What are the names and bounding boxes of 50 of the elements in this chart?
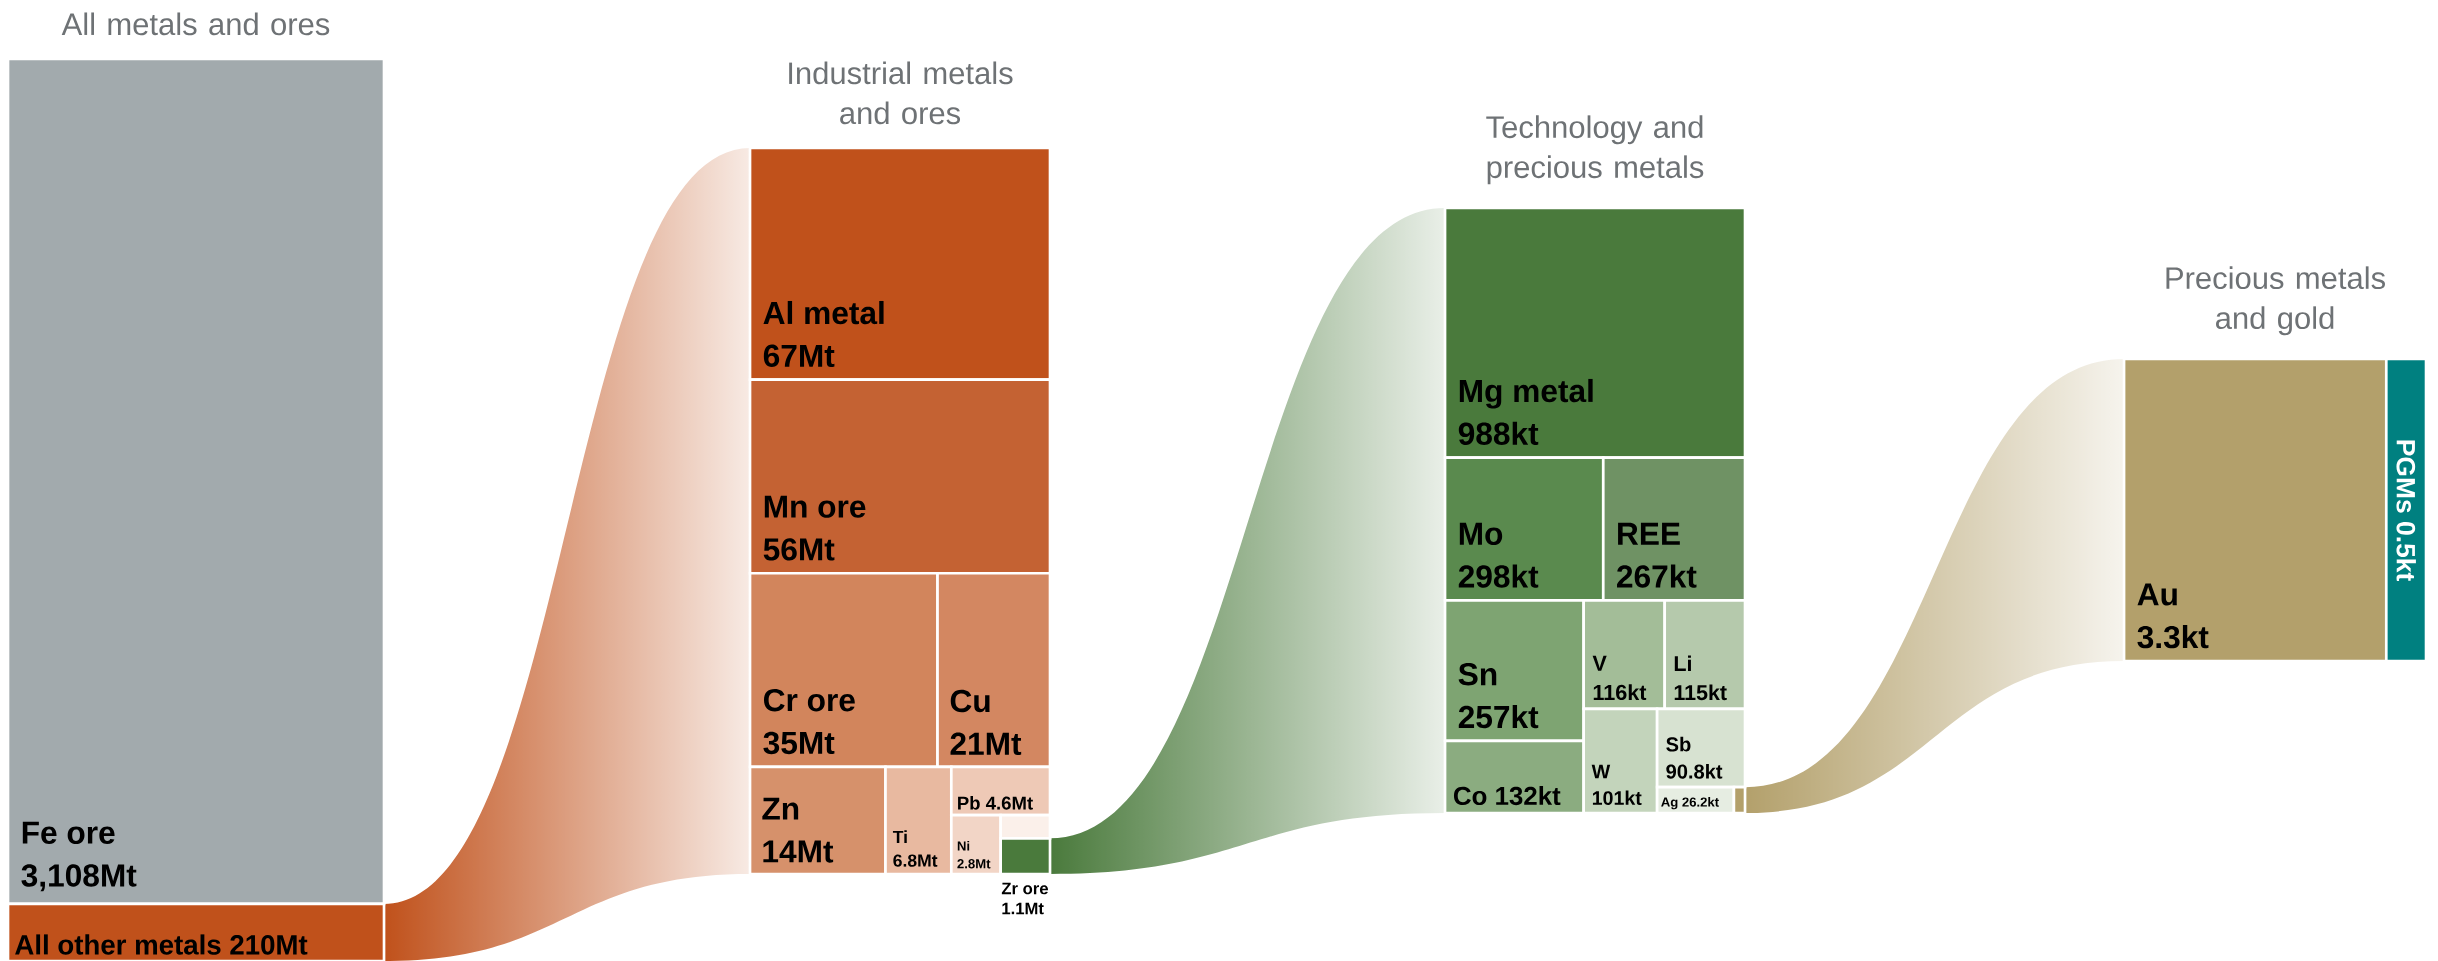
data-label: 210Mt [230, 935, 308, 955]
category-label: W [1591, 764, 1611, 779]
data-label: 116kt [1593, 684, 1647, 701]
category-label: Mn ore [764, 495, 866, 518]
category-label: Cu [950, 689, 990, 713]
data-label: 67Mt [763, 344, 835, 367]
category-label: Sn [1458, 663, 1497, 686]
data-label: 132kt [1496, 786, 1561, 806]
data-label: 56Mt [763, 538, 835, 561]
text: Industrial metals and ores [789, 61, 1013, 125]
category-label: Al metal [763, 300, 884, 325]
category-label: Sb [1666, 736, 1691, 752]
data-label: 115kt [1674, 684, 1727, 701]
data-label: 2.8Mt [957, 859, 991, 869]
category-label: Cr ore [763, 688, 855, 712]
category-label: Zr ore [1001, 882, 1049, 895]
category-label: Zn [762, 797, 799, 820]
category-label: Au [2137, 583, 2177, 606]
category-label: Mg metal [1459, 378, 1593, 409]
data-label: 26.2kt [1682, 797, 1719, 807]
category-label: Mo [1459, 522, 1503, 545]
data-label: 3,108Mt [21, 864, 137, 892]
category-label: All other metals [15, 934, 221, 955]
data-label: 21Mt [950, 732, 1022, 755]
data-label: 0.5kt [2396, 522, 2416, 581]
text: Precious metals and gold [2166, 266, 2385, 336]
data-label: 298kt [1458, 564, 1539, 588]
data-label: 3.3kt [2137, 625, 2209, 649]
text: Technology and precious metals [1486, 115, 1704, 185]
data-label: 14Mt [763, 840, 834, 863]
category-label: Ti [892, 830, 907, 843]
data-label: 4.6Mt [985, 796, 1033, 810]
category-label: Fe ore [22, 821, 115, 844]
data-label: 988kt [1458, 421, 1539, 445]
category-label: V [1592, 655, 1607, 671]
category-label: PGMs [2396, 440, 2416, 513]
category-label: Ag [1661, 797, 1678, 810]
category-label: Li [1674, 655, 1691, 672]
text: All metals and ores [61, 12, 330, 36]
data-label: 6.8Mt [893, 854, 938, 867]
data-label: 90.8kt [1666, 763, 1723, 779]
data-label: 267kt [1617, 564, 1697, 588]
data-label: 257kt [1458, 704, 1539, 729]
data-label: 35Mt [763, 731, 835, 755]
category-label: Co [1453, 786, 1487, 806]
data-label: 101kt [1592, 790, 1642, 806]
data-label: 1.1Mt [1002, 902, 1044, 915]
category-label: Pb [958, 796, 980, 810]
category-label: Ni [957, 840, 970, 851]
category-label: REE [1618, 522, 1680, 545]
